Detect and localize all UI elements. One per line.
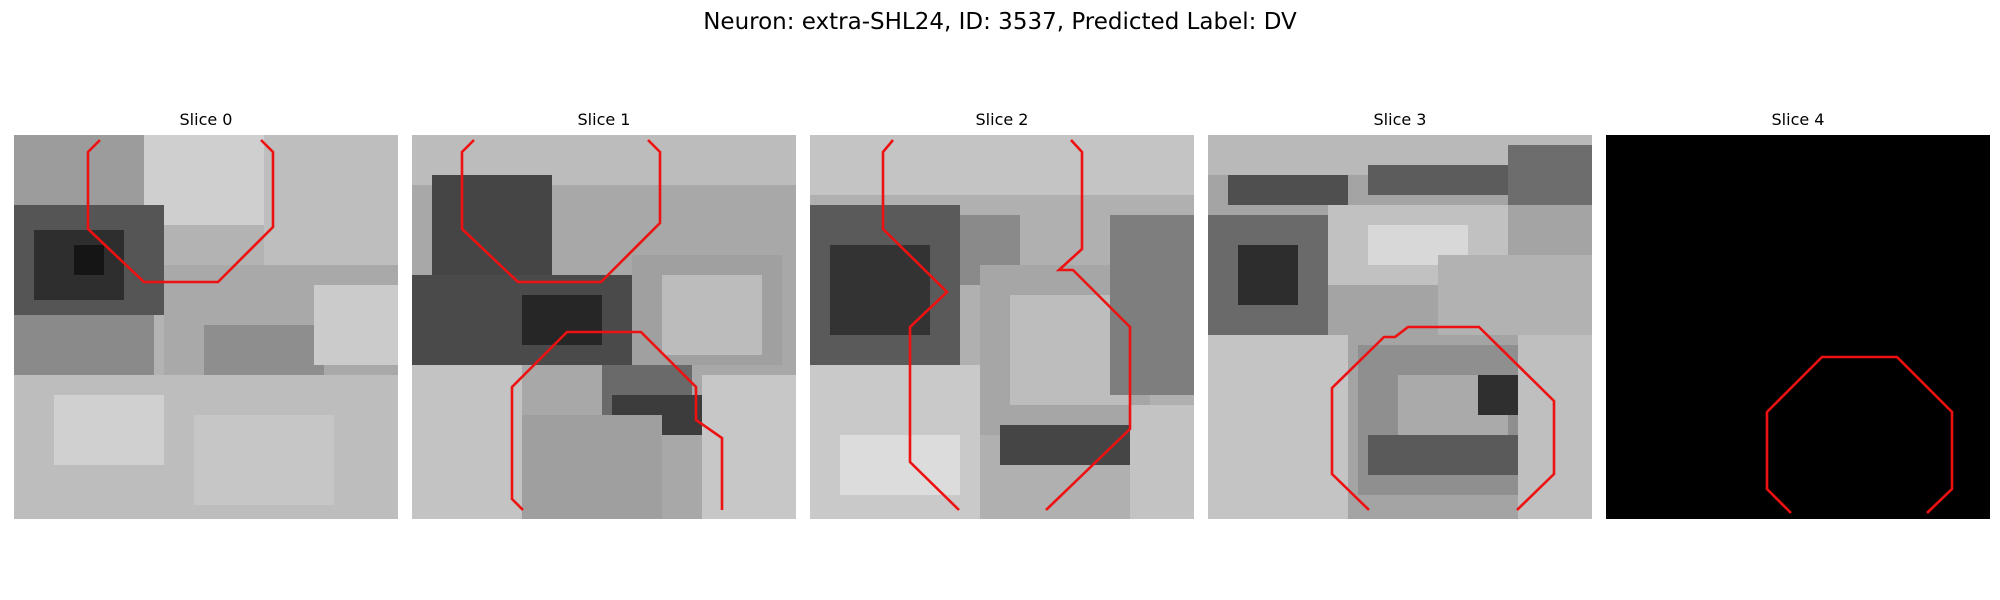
slice-contour-1b [510, 330, 724, 511]
slice-image-1 [412, 135, 796, 519]
slice-title-2: Slice 2 [975, 110, 1029, 129]
figure-title: Neuron: extra-SHL24, ID: 3537, Predicted… [703, 9, 1297, 35]
slice-texture-3 [1208, 135, 1592, 519]
slice-title-0: Slice 0 [179, 110, 233, 129]
slice-image-4 [1606, 135, 1990, 519]
slice-image-3 [1208, 135, 1592, 519]
slice-texture-2 [810, 135, 1194, 519]
slice-texture-0 [14, 135, 398, 519]
slice-title-4: Slice 4 [1771, 110, 1825, 129]
slice-contour-3 [1330, 325, 1556, 511]
slice-contour-2b [1045, 139, 1132, 511]
slice-contour-0 [86, 139, 275, 284]
slice-image-2 [810, 135, 1194, 519]
slice-contour-1 [460, 139, 662, 284]
slice-title-3: Slice 3 [1373, 110, 1427, 129]
slice-title-1: Slice 1 [577, 110, 631, 129]
slice-image-0 [14, 135, 398, 519]
slice-contour-2 [881, 139, 960, 511]
slice-contour-4 [1765, 355, 1954, 514]
